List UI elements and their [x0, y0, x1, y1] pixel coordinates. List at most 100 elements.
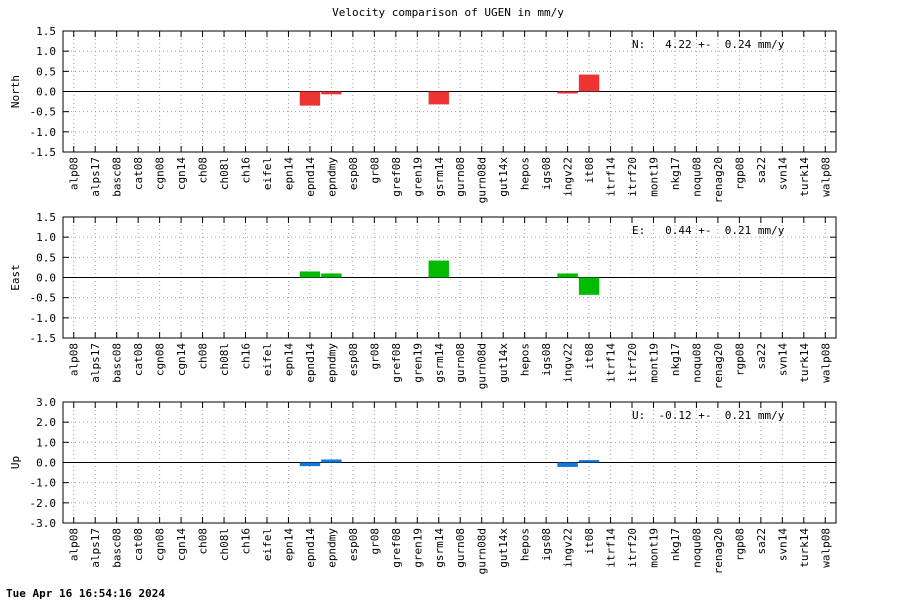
bar-gsrm14: [428, 260, 449, 278]
y-tick-label: 1.0: [36, 436, 56, 449]
timestamp: Tue Apr 16 16:54:16 2024: [6, 587, 165, 600]
bar-epnd14: [299, 462, 321, 467]
x-tick-label: ch08: [197, 343, 210, 370]
x-tick-label: gren19: [411, 343, 424, 383]
x-tick-label: gsrm14: [433, 343, 446, 383]
y-axis-label: East: [9, 264, 22, 291]
y-tick-label: -0.5: [30, 292, 57, 305]
x-tick-label: hepos: [519, 528, 532, 561]
stats-annotation: E: 0.44 +- 0.21 mm/y: [632, 224, 785, 237]
bar-it08: [578, 460, 600, 463]
plot-frame: [62, 30, 837, 153]
x-tick-label: ch08l: [218, 157, 231, 190]
x-tick-label: basc08: [111, 157, 124, 197]
x-tick-label: alp08: [68, 343, 81, 376]
y-tick-label: 3.0: [36, 396, 56, 409]
x-tick-label: gurn08: [454, 343, 467, 383]
x-tick-label: cgn14: [175, 343, 188, 376]
x-tick-label: eifel: [261, 528, 274, 561]
x-tick-label: epndmy: [325, 343, 338, 383]
x-tick-label: gref08: [390, 343, 403, 383]
x-tick-label: gr08: [368, 157, 381, 184]
plot-frame: [62, 216, 837, 339]
x-tick-label: gut14x: [497, 157, 510, 197]
x-tick-label: cgn14: [175, 157, 188, 190]
x-tick-label: itrf14: [605, 528, 618, 568]
stats-annotation: N: 4.22 +- 0.24 mm/y: [632, 38, 785, 51]
stats-annotation: U: -0.12 +- 0.21 mm/y: [632, 409, 785, 422]
x-tick-label: ingv22: [562, 157, 575, 197]
x-tick-label: gurn08: [454, 157, 467, 197]
x-tick-label: sa22: [755, 528, 768, 555]
x-tick-label: noqu08: [690, 343, 703, 383]
y-tick-label: -1.5: [30, 146, 57, 159]
y-tick-label: 0.5: [36, 251, 56, 264]
x-tick-label: ch08l: [218, 343, 231, 376]
x-tick-label: itrf14: [605, 343, 618, 383]
x-tick-label: it08: [583, 157, 596, 184]
x-tick-label: ch08: [197, 157, 210, 184]
x-tick-label: gref08: [390, 157, 403, 197]
x-tick-label: cat08: [132, 343, 145, 376]
y-tick-label: -3.0: [30, 517, 57, 530]
x-tick-label: ch16: [240, 528, 253, 555]
x-tick-label: renag20: [712, 157, 725, 203]
y-tick-label: -0.5: [30, 106, 57, 119]
x-tick-label: epnd14: [304, 343, 317, 383]
x-tick-label: rgp08: [733, 528, 746, 561]
bar-ingv22: [557, 462, 578, 467]
x-tick-label: hepos: [519, 157, 532, 190]
x-tick-label: it08: [583, 343, 596, 370]
x-tick-label: gren19: [411, 528, 424, 568]
y-tick-label: 0.5: [36, 65, 56, 78]
x-tick-label: ingv22: [562, 343, 575, 383]
x-tick-label: walp08: [819, 528, 832, 568]
x-tick-label: esp08: [347, 157, 360, 190]
x-tick-label: svn14: [776, 157, 789, 190]
x-tick-label: itrf14: [605, 157, 618, 197]
x-tick-label: cat08: [132, 157, 145, 190]
x-tick-label: sa22: [755, 157, 768, 184]
y-tick-label: 1.0: [36, 231, 56, 244]
x-tick-label: alps17: [89, 528, 102, 568]
x-tick-label: ch08: [197, 528, 210, 555]
x-tick-label: gut14x: [497, 528, 510, 568]
x-tick-label: epn14: [282, 157, 295, 190]
x-tick-label: mont19: [647, 157, 660, 197]
y-tick-label: 0.0: [36, 86, 56, 99]
x-tick-label: nkg17: [669, 528, 682, 561]
chart-title: Velocity comparison of UGEN in mm/y: [332, 6, 564, 19]
x-tick-label: cgn08: [154, 157, 167, 190]
x-tick-label: svn14: [776, 343, 789, 376]
y-tick-label: -2.0: [30, 497, 57, 510]
x-tick-label: alp08: [68, 157, 81, 190]
x-tick-label: noqu08: [690, 528, 703, 568]
x-tick-label: gut14x: [497, 343, 510, 383]
panel-east: -1.5 -1.0 -0.5 0.0 0.5 1.0 1.5 alp08 alps17 basc0…: [9, 211, 837, 389]
x-tick-label: renag20: [712, 343, 725, 389]
x-tick-label: nkg17: [669, 343, 682, 376]
x-tick-label: gref08: [390, 528, 403, 568]
x-tick-label: gr08: [368, 343, 381, 370]
x-tick-label: gurn08d: [476, 343, 489, 389]
bar-it08: [578, 74, 600, 92]
x-tick-label: mont19: [647, 528, 660, 568]
x-tick-label: nkg17: [669, 157, 682, 190]
x-tick-label: ch16: [240, 343, 253, 370]
x-tick-label: ch16: [240, 157, 253, 184]
x-tick-label: rgp08: [733, 343, 746, 376]
bar-it08: [578, 277, 600, 295]
bar-epndmy: [321, 273, 342, 278]
y-tick-label: 1.5: [36, 25, 56, 38]
x-tick-label: ch08l: [218, 528, 231, 561]
x-tick-label: alps17: [89, 343, 102, 383]
x-tick-label: it08: [583, 528, 596, 555]
x-tick-label: epnd14: [304, 157, 317, 197]
x-tick-label: hepos: [519, 343, 532, 376]
x-tick-label: cgn08: [154, 343, 167, 376]
y-axis-label: Up: [9, 456, 22, 469]
x-tick-label: gsrm14: [433, 157, 446, 197]
x-tick-label: gurn08d: [476, 157, 489, 203]
y-tick-label: 0.0: [36, 457, 56, 470]
